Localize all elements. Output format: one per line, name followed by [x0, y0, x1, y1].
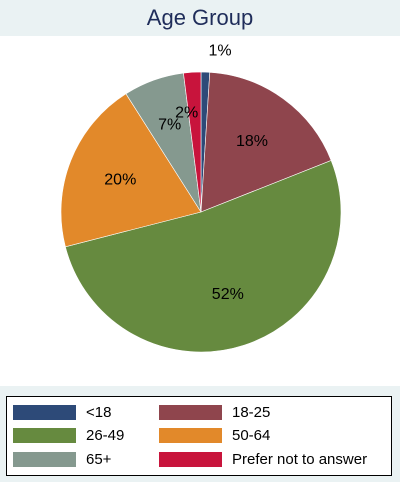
legend-item-3: 50-64 — [159, 424, 389, 447]
title-bar: Age Group — [0, 0, 400, 36]
slice-label-2: 52% — [212, 286, 244, 303]
slice-label-4: 7% — [158, 116, 181, 133]
legend-item-1: 18-25 — [159, 401, 389, 424]
legend-label-4: 65+ — [86, 450, 112, 468]
pie-slice-5 — [183, 71, 202, 213]
legend-label-2: 26-49 — [86, 427, 125, 445]
legend-swatch-5 — [159, 451, 222, 467]
plot-area: 1% 18% 52% 20% 7% 2% — [0, 36, 400, 386]
slice-label-0: 1% — [208, 42, 231, 59]
legend-label-5: Prefer not to answer — [232, 450, 368, 468]
legend: <18 18-25 26-49 50-64 65+ Prefer not to answe… — [6, 396, 392, 476]
legend-item-0: <18 — [13, 401, 159, 424]
legend-swatch-1 — [159, 405, 222, 421]
legend-label-0: <18 — [86, 404, 112, 422]
slice-label-1: 18% — [236, 133, 268, 150]
legend-label-3: 50-64 — [232, 427, 271, 445]
chart-title: Age Group — [146, 5, 254, 30]
legend-item-5: Prefer not to answer — [159, 448, 389, 471]
pie-slice-1 — [200, 71, 332, 213]
legend-swatch-4 — [13, 451, 76, 467]
legend-item-2: 26-49 — [13, 424, 159, 447]
pie-slice-3 — [60, 93, 202, 248]
legend-swatch-2 — [13, 428, 76, 444]
legend-item-4: 65+ — [13, 448, 159, 471]
legend-label-1: 18-25 — [232, 404, 271, 422]
slice-label-5: 2% — [175, 105, 198, 122]
pie-slice-2 — [65, 160, 342, 353]
legend-swatch-0 — [13, 405, 76, 421]
legend-swatch-3 — [159, 428, 222, 444]
slice-label-3: 20% — [104, 171, 136, 188]
pie-chart: 1% 18% 52% 20% 7%2% — [60, 42, 342, 353]
